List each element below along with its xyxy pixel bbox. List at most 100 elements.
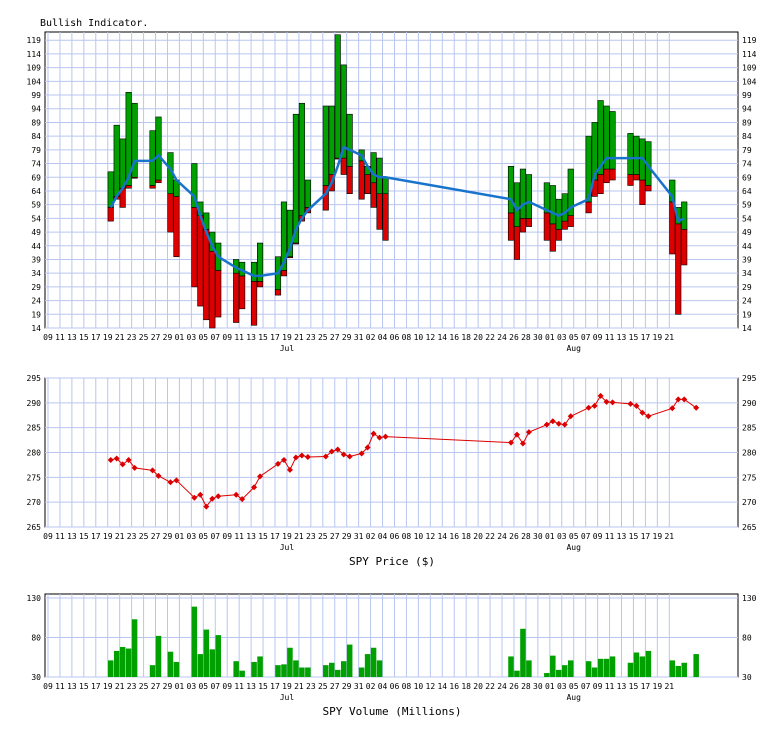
x-tick-label: 09 xyxy=(222,333,232,342)
price-point xyxy=(346,453,353,460)
down-bar xyxy=(215,270,222,318)
x-tick-label: 15 xyxy=(258,333,268,342)
y-tick-label-left: 34 xyxy=(31,269,41,278)
x-tick-label: 27 xyxy=(330,682,340,691)
up-bar xyxy=(561,193,568,222)
y-tick-label-right: 130 xyxy=(742,594,757,603)
x-tick-label: 19 xyxy=(103,532,113,541)
x-tick-label: 06 xyxy=(390,333,400,342)
price-point xyxy=(257,473,264,480)
x-tick-label: 23 xyxy=(306,532,316,541)
x-tick-label: 01 xyxy=(545,532,555,541)
up-bar xyxy=(633,135,640,175)
price-point xyxy=(298,452,305,459)
x-tick-label: 26 xyxy=(509,682,519,691)
y-tick-label-right: 39 xyxy=(742,255,752,264)
x-tick-label: 17 xyxy=(270,532,280,541)
y-tick-label-left: 29 xyxy=(31,283,41,292)
price-point xyxy=(549,418,556,425)
y-tick-label-right: 275 xyxy=(742,473,757,482)
volume-bar xyxy=(197,654,204,677)
bullish-axes: 09 11 13 15 17 19 21 23 25 27 29 01 03 05 07 09 11 13 15 17… xyxy=(27,36,757,353)
x-tick-label: 15 xyxy=(79,333,89,342)
y-tick-label-right: 280 xyxy=(742,449,757,458)
up-bar xyxy=(280,201,288,271)
volume-bar xyxy=(155,635,162,677)
down-bar xyxy=(251,281,258,326)
y-tick-label-right: 109 xyxy=(742,64,757,73)
x-tick-label: 04 xyxy=(378,682,388,691)
y-tick-label-right: 54 xyxy=(742,214,752,223)
y-tick-label-left: 295 xyxy=(27,374,42,383)
x-tick-label: 09 xyxy=(43,333,53,342)
y-tick-label-left: 44 xyxy=(31,242,41,251)
x-tick-label: 15 xyxy=(258,682,268,691)
volume-bar xyxy=(544,673,550,677)
volume-bar xyxy=(597,658,604,677)
up-bar xyxy=(155,116,162,181)
price-point xyxy=(507,439,514,446)
x-tick-label: 01 xyxy=(175,333,185,342)
down-bar xyxy=(549,223,556,252)
volume-bar xyxy=(633,652,640,677)
up-bar xyxy=(125,91,132,186)
x-tick-label: 17 xyxy=(91,532,101,541)
volume-bar xyxy=(675,665,682,677)
x-tick-label: 23 xyxy=(306,682,316,691)
x-tick-label: 21 xyxy=(664,532,674,541)
x-tick-label: 26 xyxy=(509,532,519,541)
x-tick-label: 12 xyxy=(426,682,436,691)
bullish-indicator-title: Bullish Indicator. xyxy=(40,18,148,29)
x-tick-label: 20 xyxy=(473,333,483,342)
x-tick-label: 19 xyxy=(653,532,663,541)
x-tick-label: 19 xyxy=(282,532,292,541)
price-point xyxy=(627,400,634,407)
down-bar xyxy=(340,157,347,175)
y-tick-label-left: 265 xyxy=(27,523,42,532)
y-tick-label-left: 49 xyxy=(31,228,41,237)
volume-bar xyxy=(562,665,568,677)
price-point xyxy=(304,453,311,460)
up-bar xyxy=(585,135,592,203)
up-bar xyxy=(286,209,293,258)
price-point xyxy=(107,456,114,463)
spy-price-panel: 09 11 13 15 17 19 21 23 25 27 29 01 03 05 07 09 11 13 15 17… xyxy=(27,374,757,568)
volume-bar xyxy=(639,656,646,677)
x-tick-label: 27 xyxy=(330,532,340,541)
month-label: Jul xyxy=(280,344,295,353)
price-point xyxy=(251,484,258,491)
volume-bar xyxy=(669,660,676,677)
x-tick-label: 23 xyxy=(127,532,137,541)
down-bar xyxy=(627,174,634,186)
up-bar xyxy=(257,242,264,282)
price-point xyxy=(322,453,329,460)
up-bar xyxy=(322,105,329,186)
volume-bar xyxy=(239,670,245,677)
volume-bar xyxy=(209,649,216,677)
volume-bar xyxy=(233,661,239,677)
price-point xyxy=(119,461,126,468)
down-bar xyxy=(107,207,114,222)
x-tick-label: 03 xyxy=(557,532,567,541)
price-line xyxy=(107,392,700,510)
x-tick-label: 04 xyxy=(378,333,388,342)
down-bar xyxy=(280,270,288,277)
down-bar xyxy=(167,193,174,233)
down-bar xyxy=(519,218,526,233)
price-point xyxy=(376,434,383,441)
spy-price-xlabel: SPY Price ($) xyxy=(349,555,435,568)
y-tick-label-left: 19 xyxy=(31,310,41,319)
down-bar xyxy=(358,160,365,200)
y-tick-label-right: 49 xyxy=(742,228,752,237)
down-bar xyxy=(233,272,240,323)
y-tick-label-right: 290 xyxy=(742,399,757,408)
volume-bar xyxy=(119,646,126,677)
volume-bar xyxy=(334,669,341,677)
price-point xyxy=(364,444,371,451)
x-tick-label: 25 xyxy=(318,333,328,342)
down-bar xyxy=(507,212,515,241)
down-bar xyxy=(149,185,156,189)
x-tick-label: 11 xyxy=(234,532,244,541)
up-bar xyxy=(340,64,347,159)
x-tick-label: 15 xyxy=(258,532,268,541)
